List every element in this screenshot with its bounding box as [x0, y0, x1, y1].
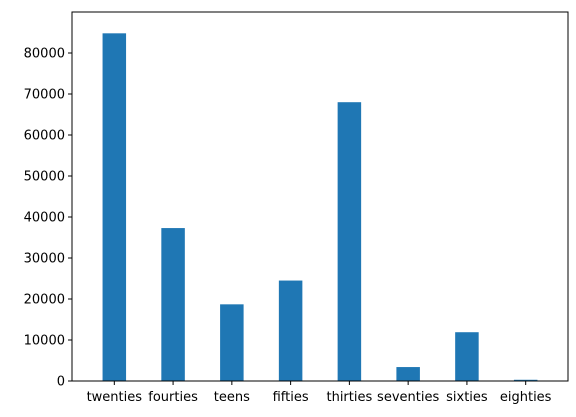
bar-twenties — [102, 33, 127, 381]
bar-eighties — [513, 379, 538, 381]
y-tick-label: 60000 — [24, 129, 65, 144]
y-tick-label: 30000 — [24, 252, 65, 267]
bar-thirties — [337, 102, 362, 381]
y-tick-label: 20000 — [24, 293, 65, 308]
x-tick-label: seventies — [377, 390, 439, 405]
x-tick-label: twenties — [87, 390, 143, 405]
bar-teens — [220, 304, 244, 381]
plot-frame — [71, 11, 569, 382]
bar-fourties — [161, 228, 185, 381]
x-tick-label: fourties — [148, 390, 198, 405]
bar-fifties — [278, 280, 303, 381]
y-tick-label: 70000 — [24, 88, 65, 103]
y-tick-label: 0 — [57, 375, 65, 390]
y-tick-label: 50000 — [24, 170, 65, 185]
x-tick-label: sixties — [446, 390, 488, 405]
x-axis: twenties fourties teens fifties thirties seve… — [87, 381, 552, 405]
x-tick-label: fifties — [273, 390, 309, 405]
y-tick-label: 40000 — [24, 211, 65, 226]
bar-sixties — [455, 332, 479, 381]
y-tick-label: 10000 — [24, 334, 65, 349]
y-axis: 0 10000 20000 30000 40000 50000 60000 70000 8000… — [24, 47, 72, 390]
x-tick-label: thirties — [326, 390, 372, 405]
bar-seventies — [396, 367, 420, 381]
y-tick-label: 80000 — [24, 47, 65, 62]
x-tick-label: eighties — [500, 390, 552, 405]
bars-group — [102, 33, 538, 381]
x-tick-label: teens — [214, 390, 250, 405]
